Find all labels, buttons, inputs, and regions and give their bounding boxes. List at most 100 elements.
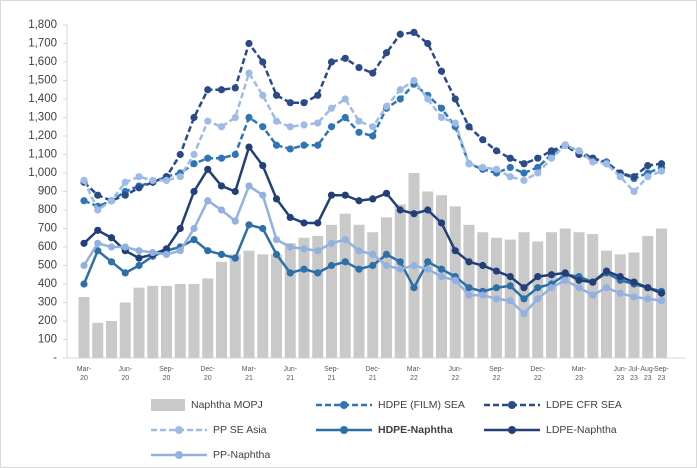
point (355, 128, 363, 136)
swatch-dot (175, 426, 183, 434)
x-tick-label: Mar-22 (406, 366, 422, 382)
point (547, 284, 556, 292)
point (657, 160, 666, 168)
point (272, 195, 281, 203)
point (231, 150, 239, 159)
point (272, 250, 281, 258)
point (190, 160, 198, 168)
bar (133, 287, 145, 358)
legend-swatch (151, 399, 185, 411)
point (520, 310, 528, 318)
swatch-dot (175, 451, 183, 459)
point (561, 276, 569, 284)
point (259, 191, 267, 199)
point (300, 219, 308, 227)
point (644, 162, 652, 170)
point (410, 76, 418, 85)
bar (518, 232, 530, 358)
bar (601, 250, 612, 358)
point (369, 261, 377, 270)
point (630, 293, 638, 301)
point (479, 163, 487, 172)
point (369, 69, 377, 77)
point (94, 191, 102, 199)
bar (339, 213, 351, 358)
bar (243, 250, 255, 358)
point (204, 86, 212, 94)
x-tick-label: Aug-23 (640, 366, 656, 382)
point (396, 265, 404, 273)
point (300, 121, 308, 129)
y-tick-label: 1,800 (28, 19, 57, 31)
y-tick-label: 1,500 (28, 75, 57, 87)
point (272, 236, 281, 244)
point (547, 271, 556, 279)
point (451, 95, 459, 103)
point (465, 291, 473, 299)
point (135, 184, 143, 192)
point (272, 91, 281, 99)
bar (353, 224, 365, 358)
point (424, 95, 432, 103)
point (135, 261, 143, 270)
point (231, 84, 239, 92)
legend-label: HDPE (FILM) SEA (378, 399, 465, 411)
point (506, 173, 514, 181)
point (506, 273, 514, 281)
point (245, 69, 253, 77)
point (437, 265, 446, 273)
y-tick-label: 800 (38, 204, 57, 216)
point (561, 141, 569, 149)
point (396, 206, 404, 214)
bar (284, 243, 296, 358)
y-tick-label: 500 (38, 260, 57, 272)
point (217, 182, 226, 190)
point (479, 136, 487, 144)
legend-label: Naphtha MOPJ (191, 399, 263, 411)
legend-label: PP SE Asia (213, 424, 267, 436)
y-tick-label: 1,100 (28, 149, 57, 161)
bar (229, 254, 241, 358)
point (149, 176, 157, 184)
point (94, 239, 102, 247)
point (492, 295, 501, 303)
point (314, 247, 322, 255)
point (575, 276, 583, 284)
bar (463, 224, 475, 358)
point (204, 117, 212, 125)
point (369, 123, 377, 131)
point (437, 113, 446, 122)
point (272, 141, 281, 149)
x-tick-label: Sep-21 (324, 366, 339, 382)
point (410, 261, 418, 270)
point (396, 86, 404, 94)
point (286, 145, 294, 153)
bar (394, 204, 406, 358)
point (121, 243, 129, 251)
point (657, 289, 666, 297)
point (616, 173, 624, 181)
point (327, 191, 336, 199)
point (534, 273, 542, 281)
point (245, 221, 253, 229)
point (492, 147, 501, 155)
x-tick-label: Dec-20 (200, 366, 216, 382)
point (382, 189, 391, 197)
point (589, 278, 597, 286)
point (355, 63, 363, 72)
point (94, 226, 102, 234)
point (341, 95, 349, 103)
swatch-dot (508, 401, 516, 409)
point (451, 119, 459, 127)
point (506, 163, 514, 172)
bar (202, 278, 214, 358)
point (245, 39, 253, 48)
point (437, 104, 446, 112)
bar (161, 285, 172, 358)
point (630, 187, 638, 196)
point (245, 113, 253, 122)
point (121, 269, 129, 277)
point (369, 132, 377, 140)
legend-item: HDPE-Naphtha (316, 422, 484, 438)
legend-swatch (316, 401, 372, 409)
